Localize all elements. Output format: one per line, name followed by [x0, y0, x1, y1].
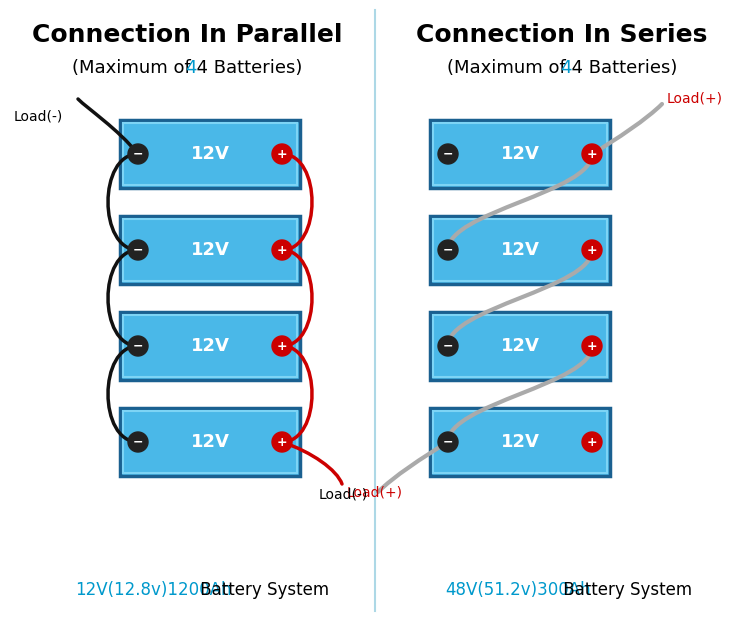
Bar	[430, 408, 610, 476]
Text: 12V: 12V	[500, 433, 539, 451]
Bar	[430, 120, 610, 188]
Circle shape	[582, 144, 602, 164]
Text: Load(+): Load(+)	[347, 485, 403, 499]
Text: 48V(51.2v)300Ah: 48V(51.2v)300Ah	[445, 581, 591, 599]
Bar	[123, 315, 297, 377]
Circle shape	[438, 336, 458, 356]
Text: Connection In Parallel: Connection In Parallel	[32, 23, 342, 47]
Text: −: −	[133, 340, 143, 353]
Circle shape	[438, 144, 458, 164]
Text: Connection In Series: Connection In Series	[416, 23, 708, 47]
Text: 12V: 12V	[190, 433, 230, 451]
Bar	[120, 312, 300, 380]
Circle shape	[272, 432, 292, 452]
Text: −: −	[133, 435, 143, 448]
Circle shape	[272, 240, 292, 260]
Text: −: −	[442, 148, 453, 160]
Text: −: −	[133, 243, 143, 256]
Circle shape	[128, 336, 148, 356]
Bar	[433, 219, 607, 281]
Text: 12V(12.8v)1200Ah: 12V(12.8v)1200Ah	[75, 581, 232, 599]
Text: +: +	[586, 243, 597, 256]
Circle shape	[582, 432, 602, 452]
Text: +: +	[586, 340, 597, 353]
Circle shape	[582, 240, 602, 260]
Text: Load(-): Load(-)	[13, 109, 63, 123]
Text: (Maximum of 4 Batteries): (Maximum of 4 Batteries)	[447, 59, 677, 77]
Text: 4: 4	[185, 59, 196, 77]
Text: −: −	[442, 243, 453, 256]
Text: 12V: 12V	[500, 337, 539, 355]
Circle shape	[128, 144, 148, 164]
Text: 12V: 12V	[500, 145, 539, 163]
Text: +: +	[277, 340, 287, 353]
Text: +: +	[277, 148, 287, 160]
Text: 12V: 12V	[500, 241, 539, 259]
Text: 12V: 12V	[190, 145, 230, 163]
Bar	[123, 123, 297, 185]
Text: 12V: 12V	[190, 241, 230, 259]
Bar	[123, 219, 297, 281]
Bar	[120, 120, 300, 188]
Text: Battery System: Battery System	[557, 581, 692, 599]
Text: 12V: 12V	[190, 337, 230, 355]
Bar	[433, 123, 607, 185]
Circle shape	[272, 336, 292, 356]
Text: 4: 4	[560, 59, 572, 77]
Text: Battery System: Battery System	[195, 581, 329, 599]
Bar	[123, 411, 297, 473]
Text: +: +	[586, 148, 597, 160]
Text: +: +	[277, 243, 287, 256]
Bar	[120, 216, 300, 284]
Bar	[120, 408, 300, 476]
Text: +: +	[586, 435, 597, 448]
Circle shape	[438, 240, 458, 260]
Text: Load(+): Load(+)	[667, 92, 723, 106]
Bar	[433, 411, 607, 473]
Bar	[430, 312, 610, 380]
Text: (Maximum of 4 Batteries): (Maximum of 4 Batteries)	[72, 59, 302, 77]
Circle shape	[582, 336, 602, 356]
Text: −: −	[442, 340, 453, 353]
Text: +: +	[277, 435, 287, 448]
Text: Load(-): Load(-)	[319, 487, 368, 501]
Text: −: −	[442, 435, 453, 448]
Bar	[433, 315, 607, 377]
Circle shape	[128, 432, 148, 452]
Circle shape	[438, 432, 458, 452]
Bar	[430, 216, 610, 284]
Text: −: −	[133, 148, 143, 160]
Circle shape	[128, 240, 148, 260]
Circle shape	[272, 144, 292, 164]
